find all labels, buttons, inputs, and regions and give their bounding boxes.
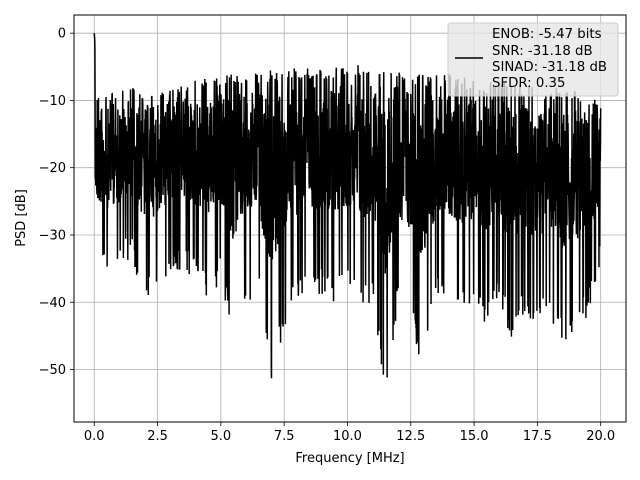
psd-series xyxy=(93,33,602,379)
legend-entry-snr: SNR: -31.18 dB xyxy=(492,44,593,59)
y-tick-label: −10 xyxy=(39,94,66,109)
x-axis-label: Frequency [MHz] xyxy=(295,451,404,466)
axis-ticks: 0.0 2.5 5.0 7.5 10.0 12.5 15.0 17.5 20.0 0 −10 −20 −… xyxy=(39,27,616,444)
y-axis-label: PSD [dB] xyxy=(14,189,29,247)
legend-entry-sfdr: SFDR: 0.35 xyxy=(492,76,565,91)
legend: ENOB: -5.47 bits SNR: -31.18 dB SINAD: -… xyxy=(447,22,619,97)
plot-frame xyxy=(73,14,627,423)
y-tick-label: 0 xyxy=(58,27,66,42)
y-tick-label: −40 xyxy=(39,296,66,311)
y-tick-label: −30 xyxy=(39,228,66,243)
x-tick-label: 10.0 xyxy=(333,429,362,444)
legend-entry-enob: ENOB: -5.47 bits xyxy=(492,27,602,42)
x-tick-label: 5.0 xyxy=(211,429,232,444)
legend-box xyxy=(447,22,619,97)
psd-line xyxy=(93,33,602,379)
x-tick-label: 17.5 xyxy=(523,429,552,444)
x-tick-label: 15.0 xyxy=(460,429,489,444)
x-tick-label: 0.0 xyxy=(84,429,105,444)
y-tick-label: −50 xyxy=(39,363,66,378)
y-tick-label: −20 xyxy=(39,161,66,176)
x-tick-label: 7.5 xyxy=(274,429,295,444)
x-tick-label: 2.5 xyxy=(147,429,168,444)
x-tick-label: 12.5 xyxy=(396,429,425,444)
x-tick-label: 20.0 xyxy=(586,429,615,444)
legend-entry-sinad: SINAD: -31.18 dB xyxy=(492,60,607,75)
